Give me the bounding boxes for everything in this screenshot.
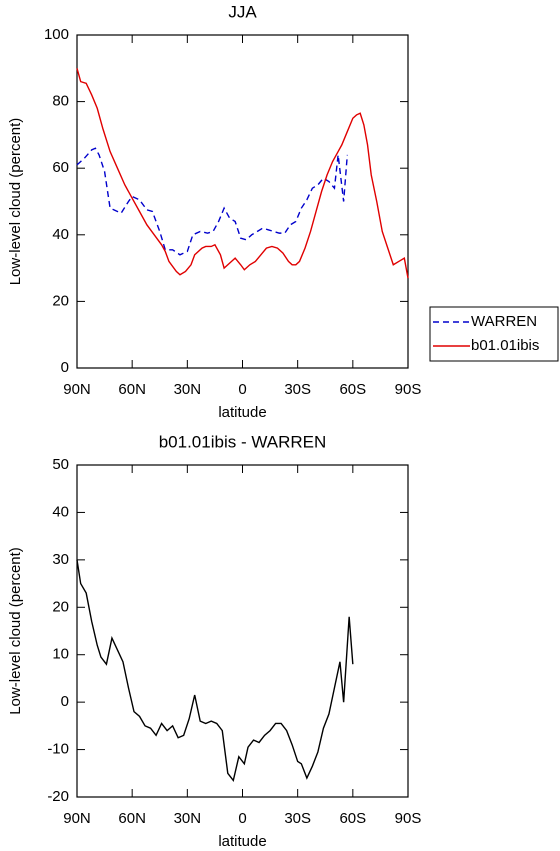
x-tick-label: 90S xyxy=(395,810,422,827)
x-tick-label: 0 xyxy=(238,381,246,398)
y-tick-label: 20 xyxy=(52,292,69,309)
chart-title: JJA xyxy=(228,2,257,21)
y-tick-label: 40 xyxy=(52,503,69,520)
y-tick-label: 50 xyxy=(52,456,69,473)
legend-box xyxy=(429,306,559,362)
plot-frame xyxy=(76,34,409,369)
legend-label: WARREN xyxy=(471,313,537,330)
x-tick-label: 30S xyxy=(284,381,311,398)
x-axis-label: latitude xyxy=(218,833,266,850)
x-tick-label: 90S xyxy=(395,381,422,398)
x-tick-label: 30N xyxy=(174,810,202,827)
x-tick-label: 60S xyxy=(339,810,366,827)
y-axis-label: Low-level cloud (percent) xyxy=(7,118,24,286)
y-tick-label: 60 xyxy=(52,159,69,176)
y-tick-label: -20 xyxy=(47,788,69,805)
x-tick-label: 30S xyxy=(284,810,311,827)
x-tick-label: 60N xyxy=(118,381,146,398)
y-tick-label: -10 xyxy=(47,741,69,758)
y-tick-label: 0 xyxy=(61,693,69,710)
x-axis-label: latitude xyxy=(218,404,266,421)
y-tick-label: 40 xyxy=(52,226,69,243)
data-line xyxy=(76,559,354,782)
y-tick-label: 0 xyxy=(61,359,69,376)
data-line xyxy=(76,68,409,279)
y-tick-label: 80 xyxy=(52,93,69,110)
legend-label: b01.01ibis xyxy=(471,337,539,354)
x-tick-label: 90N xyxy=(63,810,91,827)
y-tick-label: 20 xyxy=(52,598,69,615)
x-tick-label: 30N xyxy=(174,381,202,398)
y-tick-label: 10 xyxy=(52,646,69,663)
chart-title: b01.01ibis - WARREN xyxy=(159,432,327,451)
plot-frame xyxy=(76,464,409,798)
data-line xyxy=(76,147,349,256)
x-tick-label: 90N xyxy=(63,381,91,398)
y-tick-label: 100 xyxy=(44,26,69,43)
y-axis-label: Low-level cloud (percent) xyxy=(7,547,24,715)
y-tick-label: 30 xyxy=(52,551,69,568)
x-tick-label: 60S xyxy=(339,381,366,398)
x-tick-label: 0 xyxy=(238,810,246,827)
x-tick-label: 60N xyxy=(118,810,146,827)
